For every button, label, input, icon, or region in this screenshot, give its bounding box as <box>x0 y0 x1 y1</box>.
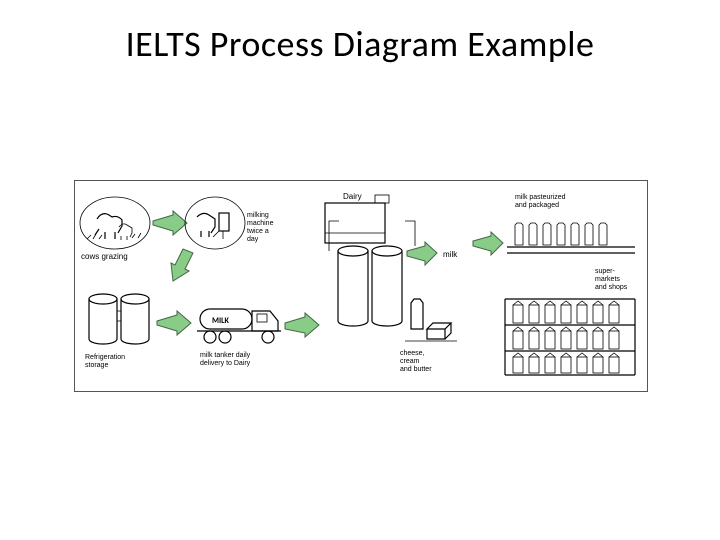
arrow-icon <box>285 313 319 337</box>
label-milking-line1: milking <box>247 212 269 219</box>
label-storage-line1: Refrigeration <box>85 354 125 361</box>
label-tanker-line1: milk tanker daily <box>200 352 251 359</box>
label-storage-line2: storage <box>85 362 108 369</box>
node-cows: cows grazing <box>80 197 150 261</box>
arrow-icon <box>473 232 503 255</box>
node-dairy: Dairy <box>325 192 415 326</box>
label-products-line2: cream <box>400 358 420 365</box>
label-milk: milk <box>443 250 458 259</box>
label-dairy: Dairy <box>343 192 362 201</box>
label-shops-line3: and shops <box>595 284 628 291</box>
node-products: cheese, cream and butter <box>400 299 457 373</box>
label-products-line1: cheese, <box>400 350 425 357</box>
arrow-icon <box>153 211 187 235</box>
label-pasteurize-line1: milk pasteurized <box>515 194 566 201</box>
node-storage: Refrigeration storage <box>85 294 149 369</box>
slide: IELTS Process Diagram Example cows grazi… <box>0 0 720 540</box>
node-pasteurize: milk pasteurized and packaged <box>507 194 635 253</box>
node-shops <box>505 299 635 375</box>
node-tanker: MILK milk tanker daily delivery to Dairy <box>197 309 281 367</box>
label-shops-line1: super- <box>595 268 616 275</box>
label-milking-line4: day <box>247 236 259 243</box>
slide-title: IELTS Process Diagram Example <box>0 22 720 66</box>
node-milking: milking machine twice a day <box>185 197 274 249</box>
arrow-icon <box>407 242 437 265</box>
process-diagram: cows grazing milking machine twice a day <box>75 181 647 391</box>
arrow-icon <box>171 249 193 281</box>
arrow-icon <box>157 311 191 335</box>
process-diagram-frame: cows grazing milking machine twice a day <box>74 180 648 392</box>
label-milking-line3: twice a <box>247 228 269 235</box>
label-products-line3: and butter <box>400 366 432 373</box>
label-milking-line2: machine <box>247 220 274 227</box>
label-cows: cows grazing <box>81 252 128 261</box>
label-shops-line2: markets <box>595 276 620 283</box>
truck-text: MILK <box>212 316 230 326</box>
label-tanker-line2: delivery to Dairy <box>200 360 251 367</box>
label-pasteurize-line2: and packaged <box>515 202 559 209</box>
